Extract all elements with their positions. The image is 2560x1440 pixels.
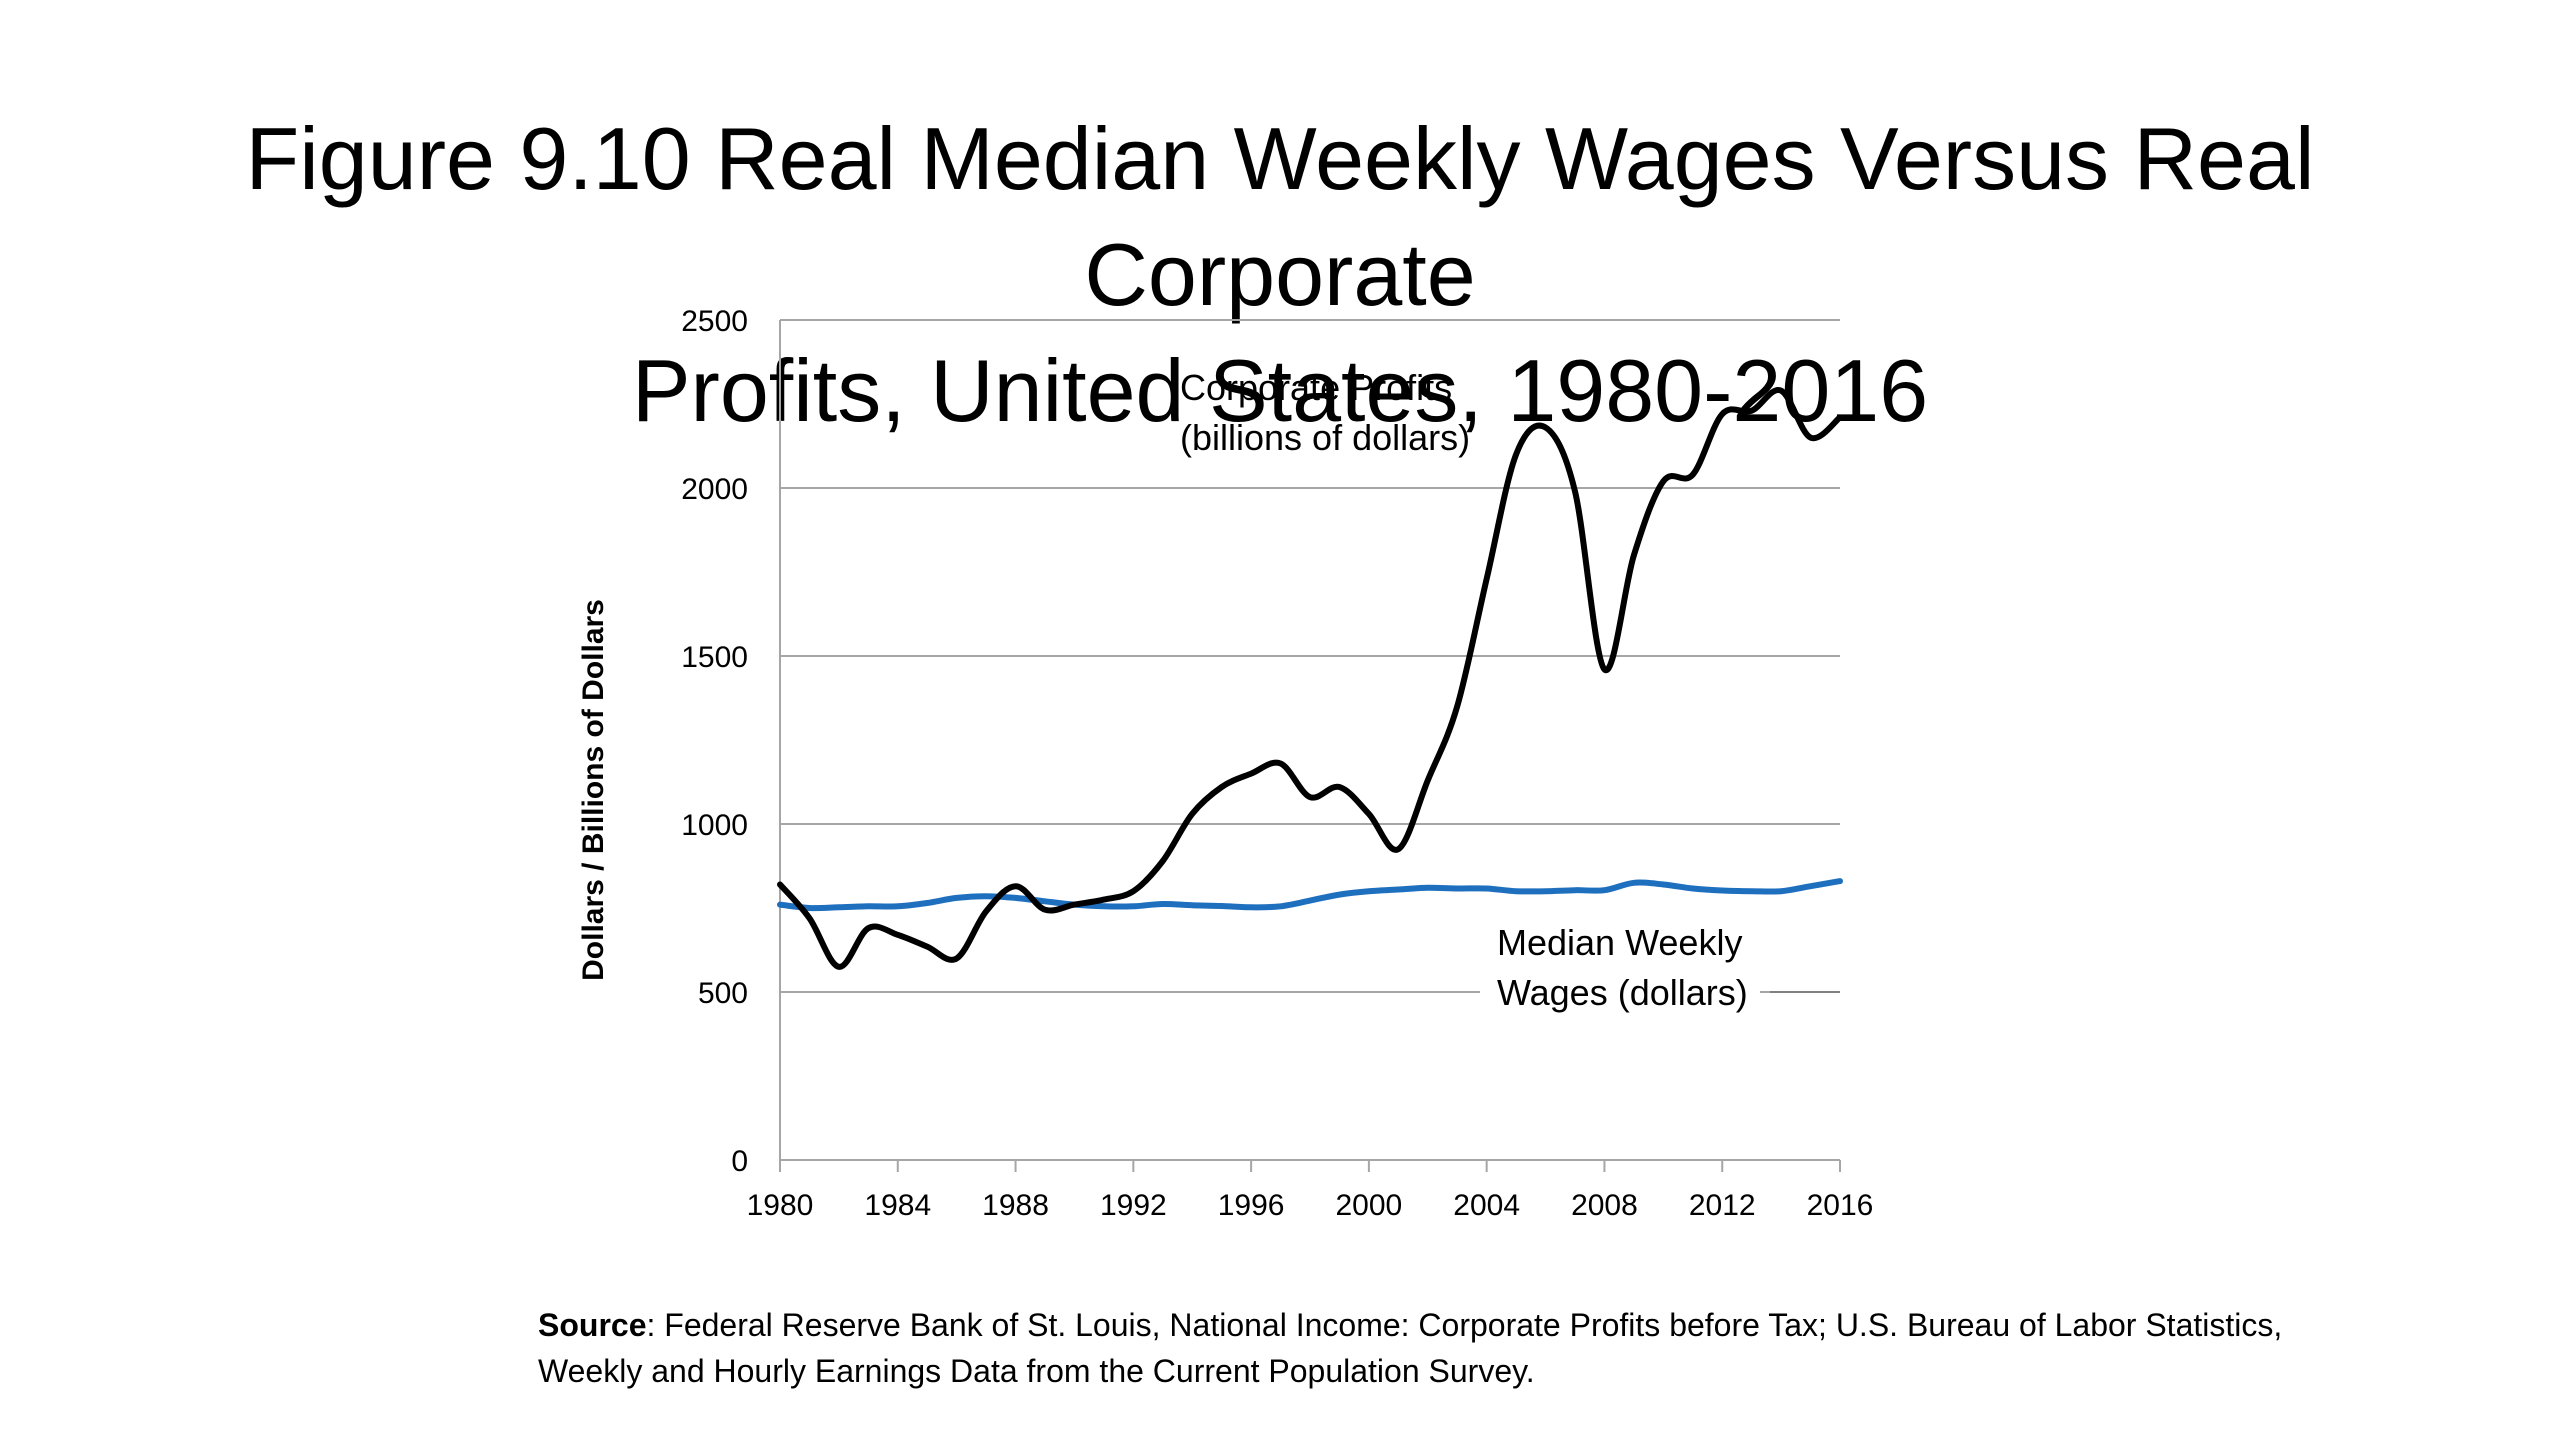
- x-tick-label-2000: 2000: [1336, 1189, 1403, 1222]
- y-tick-label-1500: 1500: [681, 641, 748, 674]
- x-tick-label-2004: 2004: [1453, 1189, 1520, 1222]
- x-tick-label-1996: 1996: [1218, 1189, 1285, 1222]
- y-tick-label-0: 0: [731, 1145, 748, 1178]
- annotation-wages-line-2: Wages (dollars): [1497, 972, 1748, 1013]
- x-tick-label-1992: 1992: [1100, 1189, 1167, 1222]
- figure-title: Figure 9.10 Real Median Weekly Wages Ver…: [60, 101, 2500, 449]
- y-tick-label-2500: 2500: [681, 305, 748, 338]
- x-tick-label-2012: 2012: [1689, 1189, 1756, 1222]
- figure-title-line-2: Profits, United States, 1980-2016: [631, 340, 1929, 440]
- x-tick-label-2008: 2008: [1571, 1189, 1638, 1222]
- annotation-wages-line-1: Median Weekly: [1497, 922, 1742, 963]
- source-text: : Federal Reserve Bank of St. Louis, Nat…: [538, 1307, 2283, 1389]
- x-tick-label-1980: 1980: [747, 1189, 814, 1222]
- annotation-wages-mask: [1480, 978, 1760, 1006]
- figure-title-line-1: Figure 9.10 Real Median Weekly Wages Ver…: [245, 108, 2315, 324]
- y-axis-title: Dollars / Billions of Dollars: [577, 599, 610, 981]
- series-line-wages: [777, 878, 1843, 912]
- y-tick-label-2000: 2000: [681, 473, 748, 506]
- series-line-profits: [777, 387, 1843, 970]
- x-tick-label-1988: 1988: [982, 1189, 1049, 1222]
- annotation-profits-line-1: Corporate Profits: [1180, 367, 1452, 408]
- source-note: Source: Federal Reserve Bank of St. Loui…: [538, 1302, 2318, 1394]
- x-tick-label-2016: 2016: [1807, 1189, 1874, 1222]
- y-tick-label-1000: 1000: [681, 809, 748, 842]
- source-label: Source: [538, 1307, 647, 1343]
- annotation-profits-line-2: (billions of dollars): [1180, 417, 1470, 458]
- x-tick-label-1984: 1984: [864, 1189, 931, 1222]
- y-tick-label-500: 500: [698, 977, 748, 1010]
